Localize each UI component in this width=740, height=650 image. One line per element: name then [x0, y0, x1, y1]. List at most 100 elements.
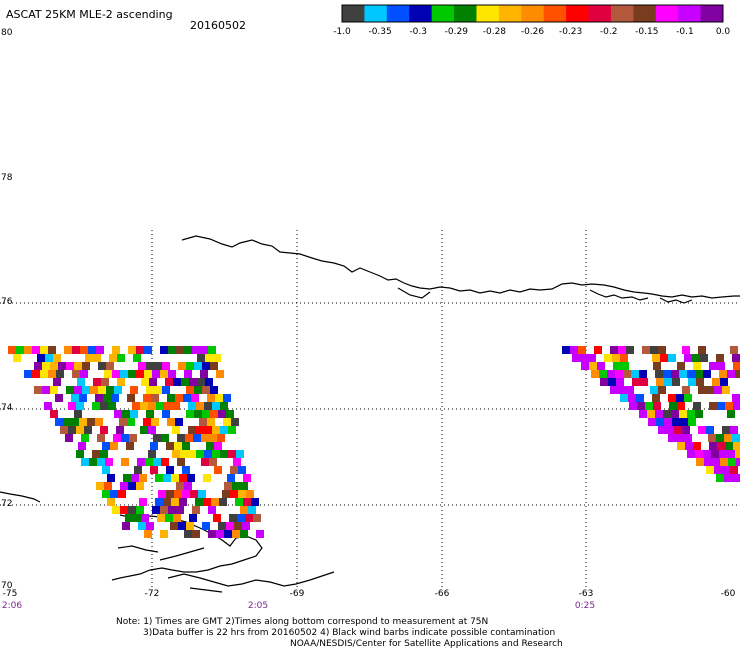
swath-cell — [139, 474, 147, 482]
swath-cell — [206, 442, 214, 450]
note-line-2: 3)Data buffer is 22 hrs from 20160502 4)… — [143, 628, 556, 638]
swath-cell — [139, 498, 147, 506]
swath-cell — [208, 506, 216, 514]
swath-cell — [184, 370, 192, 378]
lat-label-70: 70 — [1, 581, 13, 591]
swath-cell — [732, 394, 740, 402]
swath-cell — [620, 354, 628, 362]
swath-cell — [84, 426, 92, 434]
swath-cell — [653, 362, 661, 370]
swath-cell — [127, 418, 135, 426]
swath-cell — [733, 442, 740, 450]
swath-cell — [162, 362, 170, 370]
swath-cell — [60, 426, 68, 434]
swath-cell — [202, 386, 210, 394]
swath-cell — [220, 450, 228, 458]
swath-cell — [109, 354, 117, 362]
swath-cell — [700, 354, 708, 362]
colorbar-swatch — [610, 5, 634, 22]
swath-cell — [240, 506, 248, 514]
swath-cell — [698, 346, 706, 354]
swath-cell — [668, 394, 676, 402]
swath-cell — [709, 442, 717, 450]
swath-cell — [148, 450, 156, 458]
swath-cell — [32, 370, 40, 378]
lat-label-74: 74 — [1, 403, 13, 413]
swath-cell — [175, 418, 183, 426]
swath-cell — [210, 410, 218, 418]
swath-cell — [208, 346, 216, 354]
swath-cell — [80, 346, 88, 354]
swath-cell — [233, 458, 241, 466]
swath-cell — [664, 378, 672, 386]
swath-cell — [682, 346, 690, 354]
swath-cell — [218, 522, 226, 530]
swath-cell — [712, 458, 720, 466]
swath-cell — [171, 498, 179, 506]
swath-cell — [85, 354, 93, 362]
swath-cell — [215, 394, 223, 402]
swath-cell — [680, 418, 688, 426]
swath-cell — [709, 362, 717, 370]
swath-cell — [146, 522, 154, 530]
swath-cell — [732, 434, 740, 442]
swath-cell — [79, 394, 87, 402]
swath-cell — [40, 346, 48, 354]
swath-cell — [240, 482, 248, 490]
swath-cell — [64, 346, 72, 354]
swath-cell — [164, 402, 172, 410]
swath-cell — [621, 362, 629, 370]
swath-cell — [706, 466, 714, 474]
swath-cell — [130, 386, 138, 394]
colorbar-swatch — [543, 5, 567, 22]
swath-cell — [160, 346, 168, 354]
swath-cell — [121, 458, 129, 466]
swath-cell — [197, 354, 205, 362]
swath-cell — [8, 346, 16, 354]
swath-cell — [161, 434, 169, 442]
swath-cell — [205, 378, 213, 386]
swath-cell — [207, 418, 215, 426]
swath-cell — [196, 450, 204, 458]
swath-cell — [224, 482, 232, 490]
swath-cell — [211, 498, 219, 506]
swath-cell — [149, 378, 157, 386]
swath-cell — [140, 426, 148, 434]
swath-cell — [128, 482, 136, 490]
swath-cell — [100, 402, 108, 410]
swath-cell — [232, 482, 240, 490]
swath-cell — [209, 458, 217, 466]
coastline-north-inlets — [397, 287, 693, 304]
swath-cell — [704, 458, 712, 466]
swath-cell — [92, 450, 100, 458]
swath-cell — [235, 498, 243, 506]
swath-cell — [66, 362, 74, 370]
lon-label-66: -66 — [434, 589, 450, 599]
swath-cell — [42, 386, 50, 394]
swath-cell — [34, 386, 42, 394]
swath-cell — [178, 362, 186, 370]
swath-cell — [13, 354, 21, 362]
colorbar-swatch — [678, 5, 702, 22]
swath-cell — [733, 362, 740, 370]
swath-cell — [120, 482, 128, 490]
swath-cell — [199, 418, 207, 426]
coastline-north — [181, 235, 740, 299]
swath-cell — [102, 442, 110, 450]
swath-cell — [696, 378, 704, 386]
swath-cell — [623, 370, 631, 378]
swath-cell — [725, 402, 733, 410]
swath-cell — [176, 506, 184, 514]
swath-cell — [65, 434, 73, 442]
swath-cell — [93, 378, 101, 386]
swath-cell — [677, 362, 685, 370]
swath-cell — [162, 410, 170, 418]
swath-cell — [97, 458, 105, 466]
swath-cell — [200, 370, 208, 378]
swath-cell — [122, 410, 130, 418]
swath-cell — [192, 506, 200, 514]
swath-cell — [717, 402, 725, 410]
swath-cell — [696, 458, 704, 466]
colorbar-outline — [341, 4, 724, 23]
swath-cell — [163, 498, 171, 506]
